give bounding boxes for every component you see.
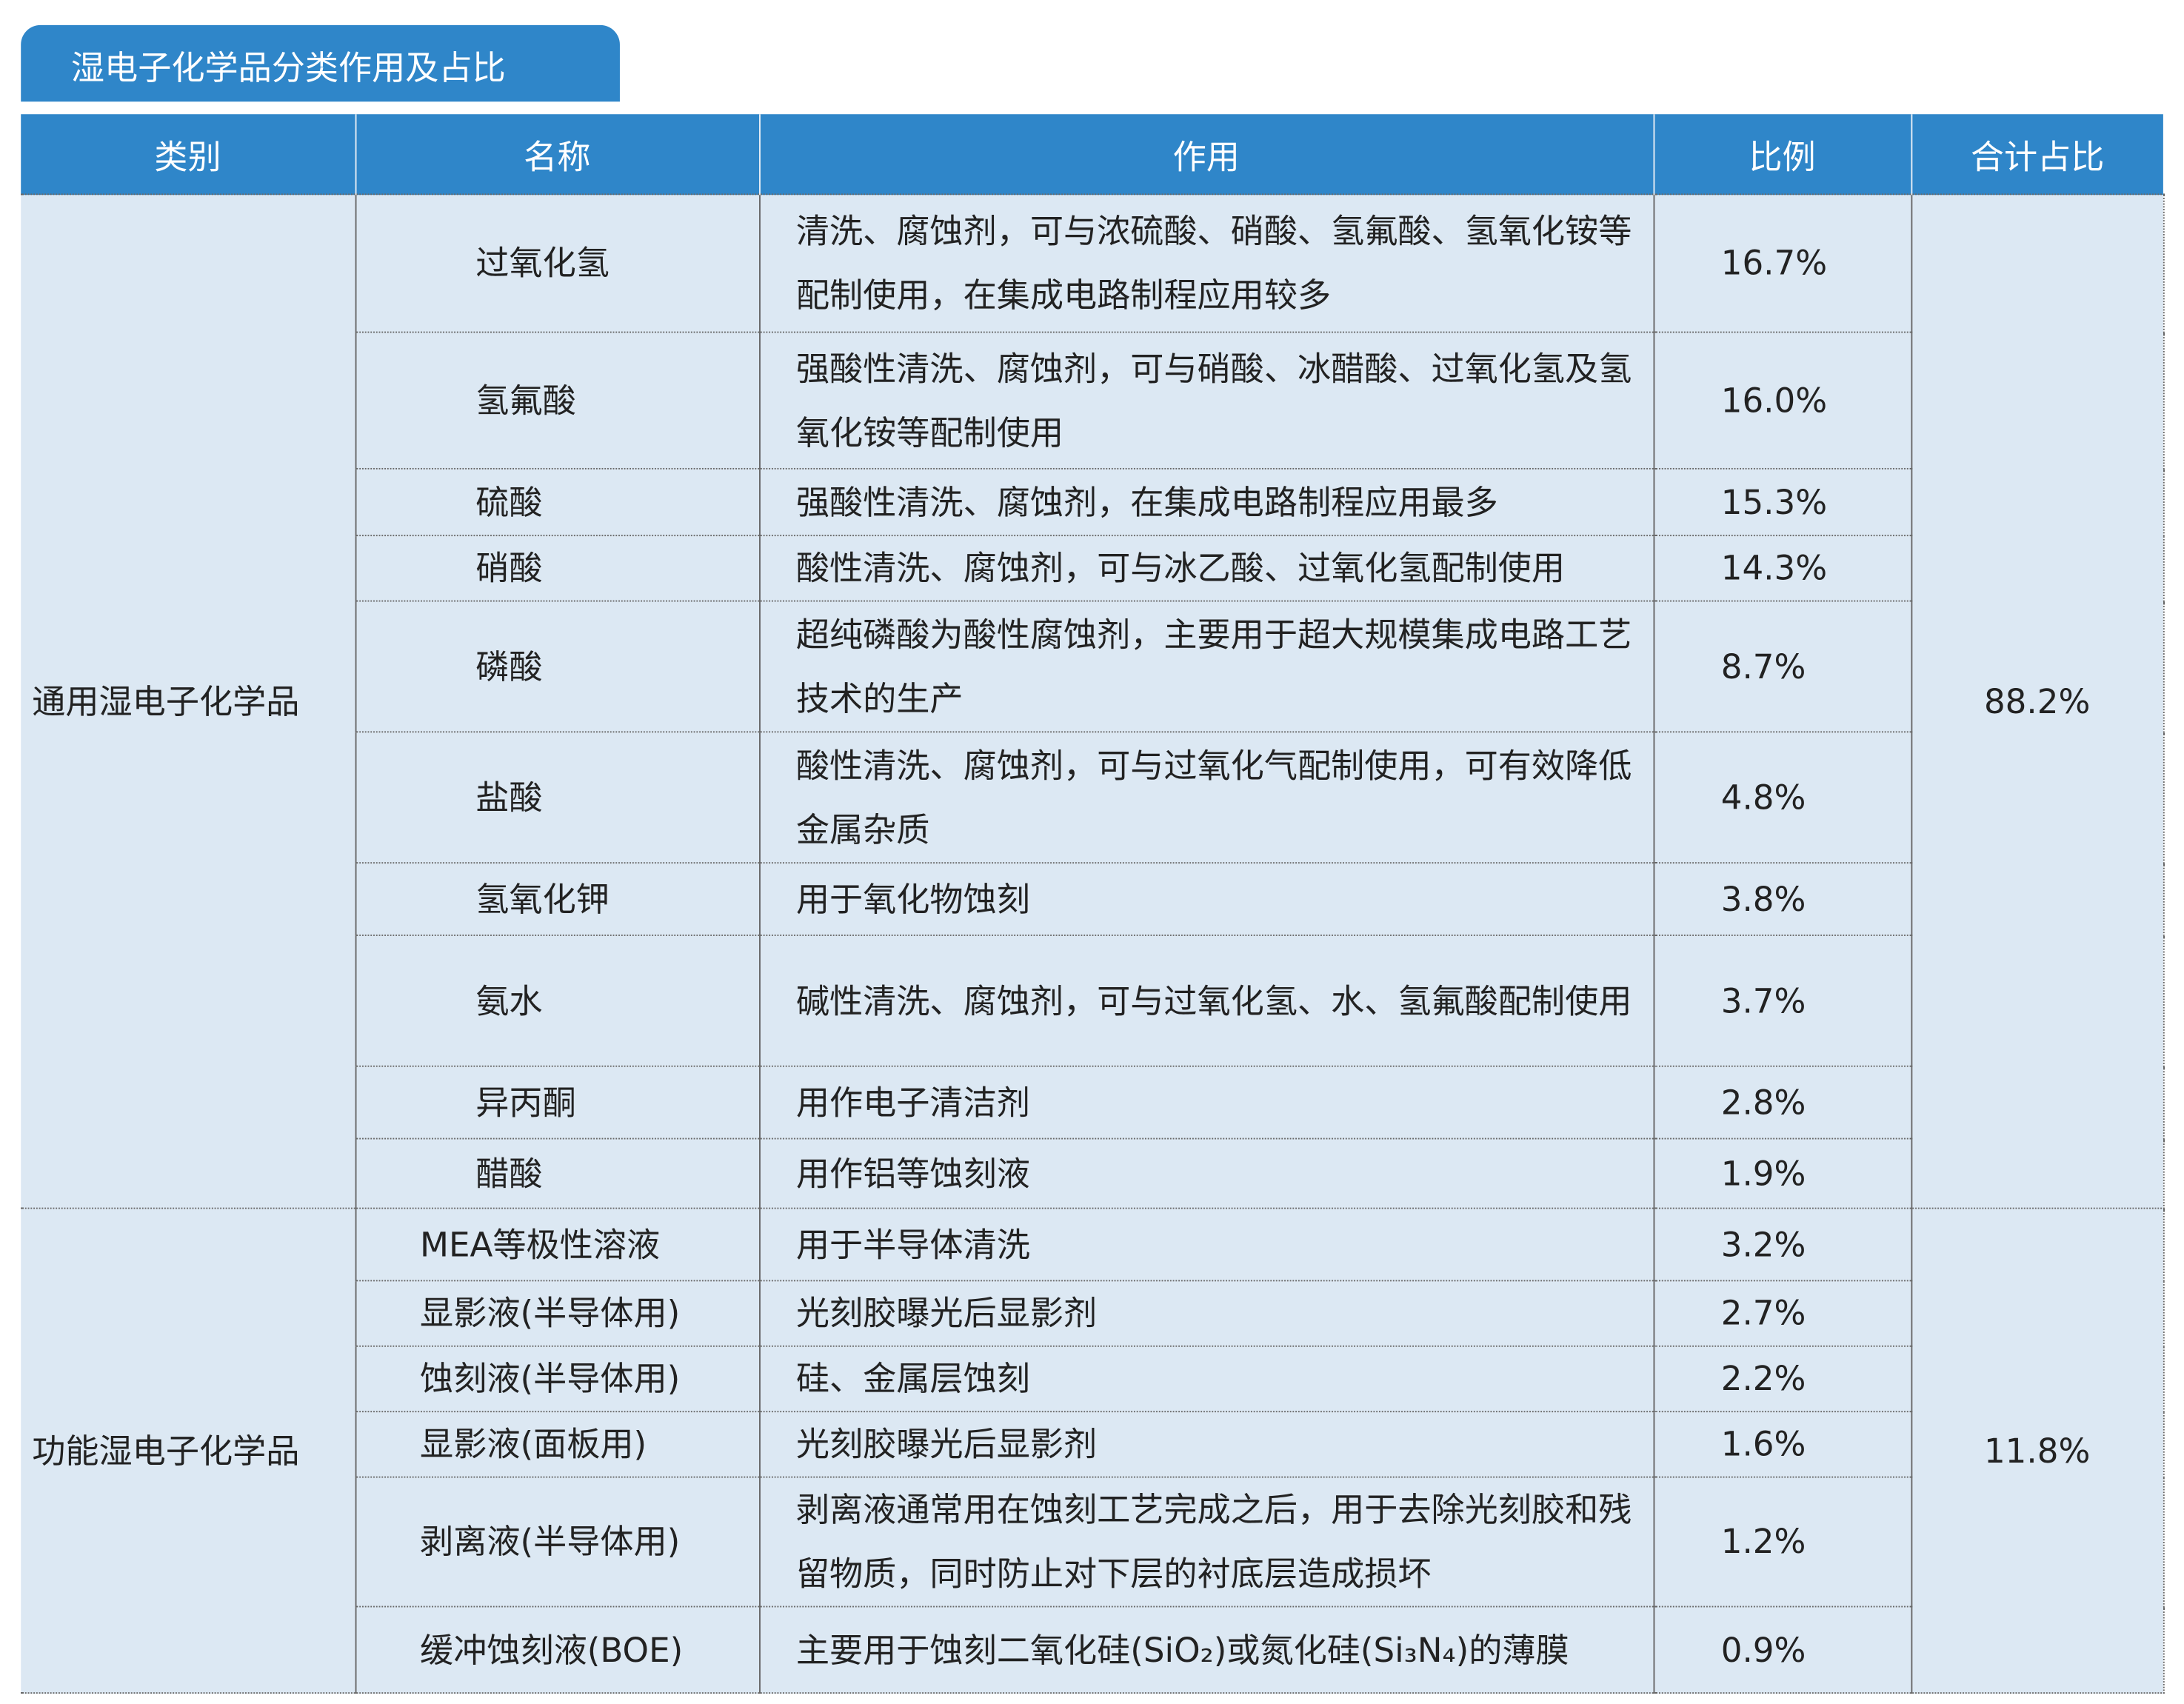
use-cell: 酸性清洗、腐蚀剂，可与冰乙酸、过氧化氢配制使用 xyxy=(758,535,1654,602)
column-header: 合计占比 xyxy=(1910,114,2163,195)
name-cell: 显影液(面板用) xyxy=(354,1411,760,1478)
ratio-cell: 8.7% xyxy=(1652,600,1912,733)
name-cell: 显影液(半导体用) xyxy=(354,1280,760,1347)
name-cell: 剥离液(半导体用) xyxy=(354,1476,760,1608)
table-row: 氢氧化钾 用于氧化物蚀刻 3.8% xyxy=(21,862,2163,936)
table-row: 通用湿电子化学品 过氧化氢 清洗、腐蚀剂，可与浓硫酸、硝酸、氢氟酸、氢氧化铵等配制使… xyxy=(21,193,2164,1209)
ratio-cell: 2.7% xyxy=(1652,1280,1912,1347)
name-cell: 磷酸 xyxy=(354,600,760,733)
table-row: 蚀刻液(半导体用) 硅、金属层蚀刻 2.2% xyxy=(21,1345,2163,1413)
ratio-cell: 0.9% xyxy=(1652,1606,1912,1694)
table-row: 剥离液(半导体用) 剥离液通常用在蚀刻工艺完成之后，用于去除光刻胶和残留物质，同时… xyxy=(21,1476,2163,1608)
table-row: 硝酸 酸性清洗、腐蚀剂，可与冰乙酸、过氧化氢配制使用 14.3% xyxy=(21,535,2163,602)
name-cell: 醋酸 xyxy=(354,1137,760,1209)
total-cell: 11.8% xyxy=(1910,1207,2164,1694)
use-cell: 用于半导体清洗 xyxy=(758,1207,1654,1282)
table-row: 醋酸 用作铝等蚀刻液 1.9% xyxy=(21,1137,2163,1209)
use-cell: 强酸性清洗、腐蚀剂，在集成电路制程应用最多 xyxy=(758,467,1654,537)
ratio-cell: 14.3% xyxy=(1652,535,1912,602)
ratio-cell: 16.0% xyxy=(1652,331,1912,470)
name-cell: 氢氟酸 xyxy=(354,331,760,470)
table-row: 缓冲蚀刻液(BOE) 主要用于蚀刻二氧化硅(SiO₂)或氮化硅(Si₃N₄)的薄膜… xyxy=(21,1606,2163,1694)
category-cell: 功能湿电子化学品 xyxy=(21,1207,356,1694)
use-cell: 光刻胶曝光后显影剂 xyxy=(758,1411,1654,1478)
use-cell: 剥离液通常用在蚀刻工艺完成之后，用于去除光刻胶和残留物质，同时防止对下层的衬底层… xyxy=(758,1476,1654,1608)
use-cell: 硅、金属层蚀刻 xyxy=(758,1345,1654,1413)
ratio-cell: 4.8% xyxy=(1652,731,1912,864)
column-header: 名称 xyxy=(354,114,760,195)
ratio-cell: 1.2% xyxy=(1652,1476,1912,1608)
category-cell: 通用湿电子化学品 xyxy=(21,193,356,1209)
use-cell: 用于氧化物蚀刻 xyxy=(758,862,1654,936)
total-cell: 88.2% xyxy=(1910,193,2164,1209)
header-row: 类别 名称 作用 比例 合计占比 xyxy=(21,114,2163,195)
table-row: 氢氟酸 强酸性清洗、腐蚀剂，可与硝酸、冰醋酸、过氧化氢及氢氧化铵等配制使用 16.0… xyxy=(21,331,2163,470)
column-header: 比例 xyxy=(1652,114,1911,195)
ratio-cell: 3.7% xyxy=(1652,935,1912,1067)
ratio-cell: 3.2% xyxy=(1652,1207,1912,1282)
table-row: 显影液(面板用) 光刻胶曝光后显影剂 1.6% xyxy=(21,1411,2163,1478)
name-cell: 硝酸 xyxy=(354,535,760,602)
ratio-cell: 2.8% xyxy=(1652,1065,1912,1140)
table-row: 磷酸 超纯磷酸为酸性腐蚀剂，主要用于超大规模集成电路工艺技术的生产 8.7% xyxy=(21,600,2163,733)
use-cell: 碱性清洗、腐蚀剂，可与过氧化氢、水、氢氟酸配制使用 xyxy=(758,935,1654,1067)
use-cell: 光刻胶曝光后显影剂 xyxy=(758,1280,1654,1347)
ratio-cell: 2.2% xyxy=(1652,1345,1912,1413)
column-header: 作用 xyxy=(758,114,1654,195)
use-cell: 清洗、腐蚀剂，可与浓硫酸、硝酸、氢氟酸、氢氧化铵等配制使用，在集成电路制程应用较… xyxy=(758,193,1654,333)
title-tab: 湿电子化学品分类作用及占比 xyxy=(21,24,620,102)
use-cell: 主要用于蚀刻二氧化硅(SiO₂)或氮化硅(Si₃N₄)的薄膜 xyxy=(758,1606,1654,1694)
use-cell: 酸性清洗、腐蚀剂，可与过氧化气配制使用，可有效降低金属杂质 xyxy=(758,731,1654,864)
use-cell: 超纯磷酸为酸性腐蚀剂，主要用于超大规模集成电路工艺技术的生产 xyxy=(758,600,1654,733)
name-cell: 蚀刻液(半导体用) xyxy=(354,1345,760,1413)
name-cell: 氨水 xyxy=(354,935,760,1067)
ratio-cell: 16.7% xyxy=(1652,193,1912,333)
use-cell: 用作铝等蚀刻液 xyxy=(758,1137,1654,1209)
name-cell: 硫酸 xyxy=(354,467,760,537)
ratio-cell: 1.9% xyxy=(1652,1137,1912,1209)
table-row: 功能湿电子化学品 MEA等极性溶液 用于半导体清洗 3.2% 11.8% xyxy=(21,1207,2164,1694)
name-cell: 缓冲蚀刻液(BOE) xyxy=(354,1606,760,1694)
table-row: 显影液(半导体用) 光刻胶曝光后显影剂 2.7% xyxy=(21,1280,2163,1347)
ratio-cell: 3.8% xyxy=(1652,862,1912,936)
table-body: 通用湿电子化学品 过氧化氢 清洗、腐蚀剂，可与浓硫酸、硝酸、氢氟酸、氢氧化铵等配制使… xyxy=(21,193,2164,1694)
ratio-cell: 1.6% xyxy=(1652,1411,1912,1478)
column-header: 类别 xyxy=(21,114,355,195)
name-cell: 氢氧化钾 xyxy=(354,862,760,936)
name-cell: 异丙酮 xyxy=(354,1065,760,1140)
name-cell: 盐酸 xyxy=(354,731,760,864)
name-cell: 过氧化氢 xyxy=(354,193,760,333)
ratio-cell: 15.3% xyxy=(1652,467,1912,537)
use-cell: 用作电子清洁剂 xyxy=(758,1065,1654,1140)
table-row: 氨水 碱性清洗、腐蚀剂，可与过氧化氢、水、氢氟酸配制使用 3.7% xyxy=(21,935,2163,1067)
table-row: 盐酸 酸性清洗、腐蚀剂，可与过氧化气配制使用，可有效降低金属杂质 4.8% xyxy=(21,731,2163,864)
name-cell: MEA等极性溶液 xyxy=(354,1207,760,1282)
use-cell: 强酸性清洗、腐蚀剂，可与硝酸、冰醋酸、过氧化氢及氢氧化铵等配制使用 xyxy=(758,331,1654,470)
table-row: 异丙酮 用作电子清洁剂 2.8% xyxy=(21,1065,2163,1140)
data-table: 类别 名称 作用 比例 合计占比 通用湿电子化学品 过氧化氢 清洗、腐蚀剂，可与浓硫酸、硝酸… xyxy=(21,114,2164,1694)
